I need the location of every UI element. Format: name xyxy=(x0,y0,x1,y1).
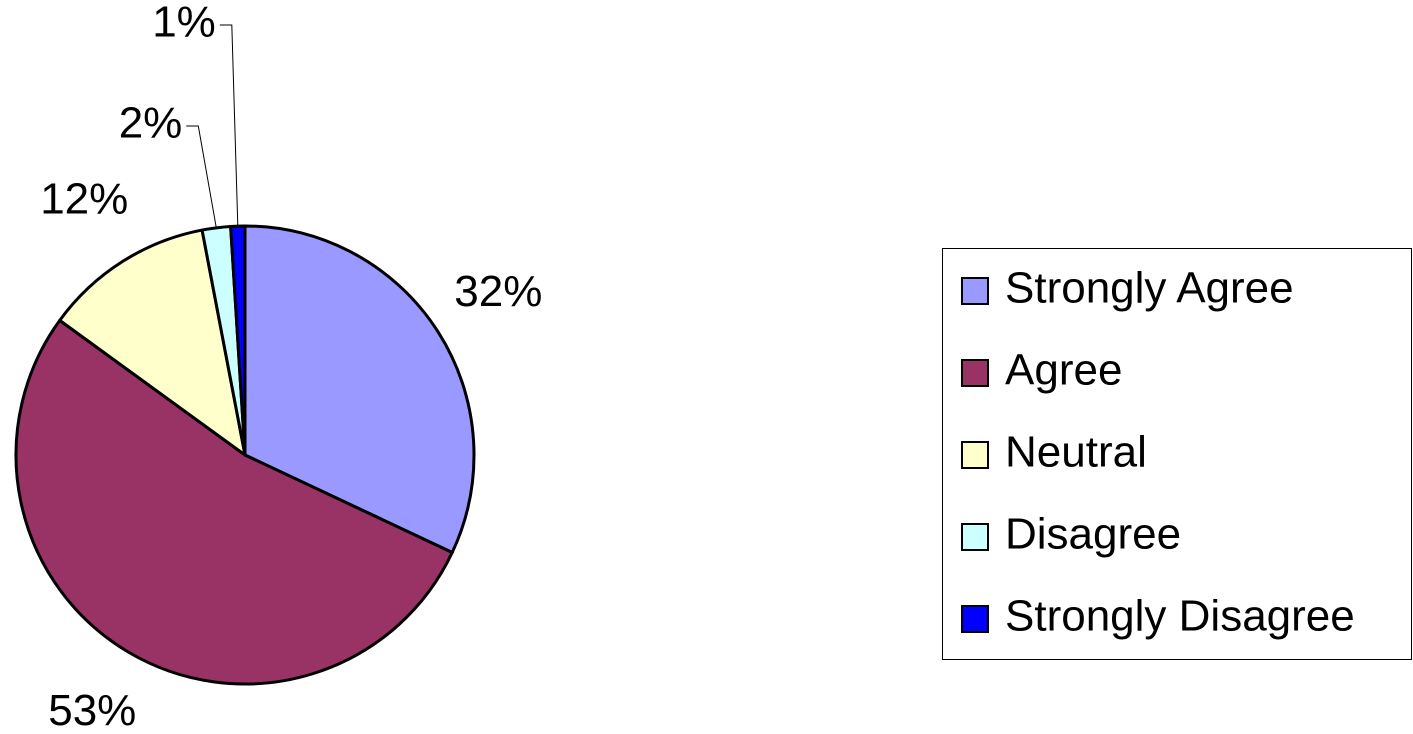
data-label: 53% xyxy=(48,686,136,729)
pie-slice xyxy=(14,318,454,686)
legend-box xyxy=(942,248,1412,660)
data-label: 2% xyxy=(119,99,183,148)
legend-swatch xyxy=(961,359,989,387)
legend-label: Strongly Disagree xyxy=(1005,592,1355,641)
pie-slice xyxy=(58,228,247,457)
legend-label: Disagree xyxy=(1005,510,1181,559)
leader-line xyxy=(219,24,239,227)
legend-swatch xyxy=(961,523,989,551)
legend-label: Neutral xyxy=(1005,428,1147,477)
pie-slice xyxy=(243,224,476,555)
pie-slice xyxy=(229,224,247,457)
legend-swatch xyxy=(961,277,989,305)
legend-label: Agree xyxy=(1005,346,1122,395)
leader-line xyxy=(186,125,217,228)
data-label: 32% xyxy=(454,267,542,316)
legend-swatch xyxy=(961,605,989,633)
legend-swatch xyxy=(961,441,989,469)
data-label: 12% xyxy=(40,174,128,223)
legend-label: Strongly Agree xyxy=(1005,264,1294,313)
data-label: 1% xyxy=(152,0,216,47)
